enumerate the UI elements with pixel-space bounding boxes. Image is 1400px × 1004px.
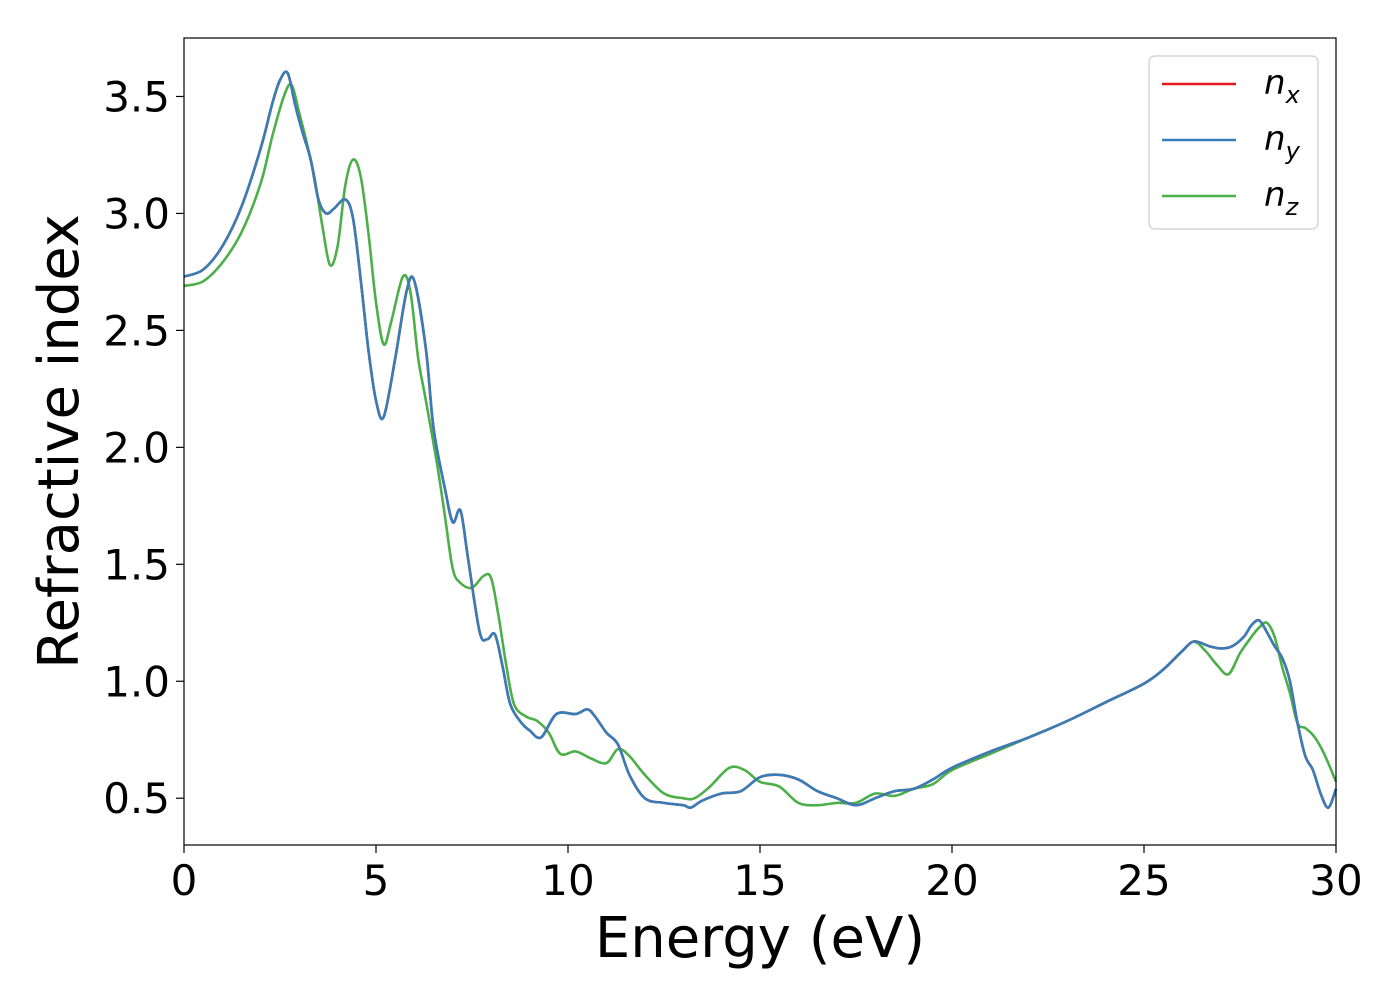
series-line-y [183, 70, 1338, 810]
y-tick-label: 2.0 [103, 423, 170, 472]
legend-label-base: n [1264, 119, 1286, 159]
legend-label-base: n [1264, 63, 1286, 103]
legend-label-subscript: y [1285, 137, 1301, 165]
y-tick-label: 1.0 [103, 657, 170, 706]
x-tick-label: 30 [1309, 856, 1362, 905]
legend-label-subscript: x [1285, 81, 1301, 109]
y-tick-label: 2.5 [103, 306, 170, 355]
legend-label-y: ny [1264, 119, 1301, 165]
x-tick-label: 25 [1117, 856, 1170, 905]
y-tick-label: 0.5 [103, 774, 170, 823]
x-tick-label: 0 [171, 856, 198, 905]
y-tick-label: 1.5 [103, 540, 170, 589]
x-tick-label: 20 [925, 856, 978, 905]
legend-label-x: nx [1264, 63, 1301, 109]
x-tick-label: 5 [363, 856, 390, 905]
legend-label-subscript: z [1285, 193, 1300, 221]
legend-box [1148, 55, 1319, 230]
y-axis-label: Refractive index [27, 214, 92, 669]
y-tick-label: 3.0 [103, 189, 170, 238]
x-axis-ticks: 0 5 10 15 20 25 30 [171, 845, 1363, 905]
series-layer [183, 70, 1338, 810]
x-tick-label: 10 [541, 856, 594, 905]
legend-label-base: n [1264, 175, 1286, 215]
y-axis-ticks: 0.5 1.0 1.5 2.0 2.5 3.0 3.5 [103, 72, 184, 823]
legend-label-z: nz [1264, 175, 1300, 221]
y-tick-label: 3.5 [103, 72, 170, 121]
x-axis-label: Energy (eV) [595, 906, 925, 971]
x-tick-label: 15 [733, 856, 786, 905]
